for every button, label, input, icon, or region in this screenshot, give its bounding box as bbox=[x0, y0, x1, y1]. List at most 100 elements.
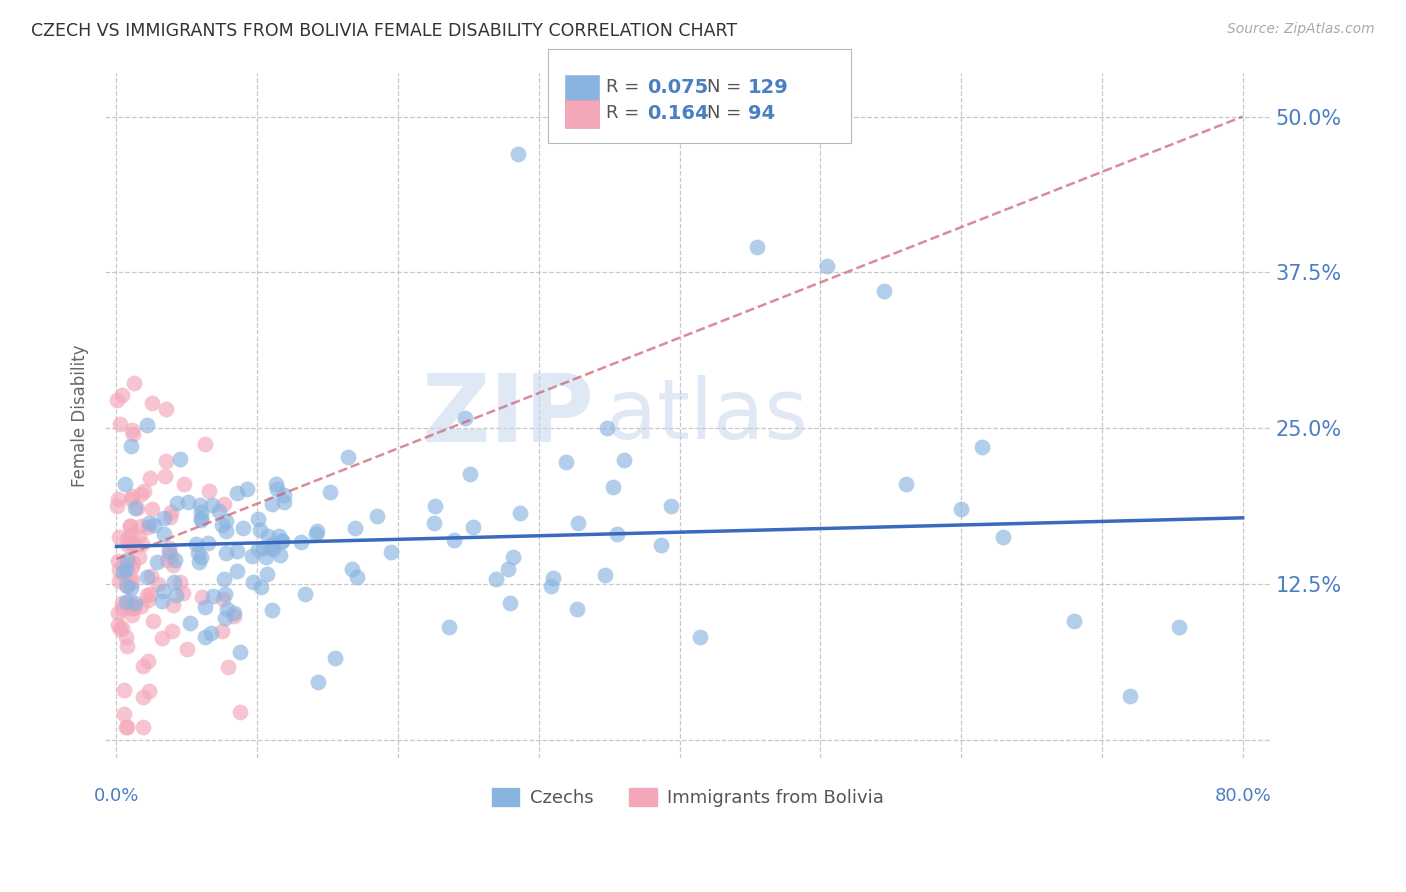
Point bbox=[115, 579, 138, 593]
Point bbox=[124, 595, 146, 609]
Text: 0.164: 0.164 bbox=[647, 103, 709, 123]
Point bbox=[166, 496, 188, 510]
Point bbox=[108, 530, 131, 544]
Point bbox=[540, 579, 562, 593]
Point bbox=[294, 586, 316, 600]
Point bbox=[650, 538, 672, 552]
Point bbox=[176, 642, 198, 657]
Point bbox=[122, 376, 145, 390]
Point bbox=[506, 147, 529, 161]
Point bbox=[485, 572, 508, 586]
Point bbox=[129, 487, 152, 501]
Point bbox=[121, 559, 143, 574]
Point bbox=[437, 620, 460, 634]
Point bbox=[290, 534, 312, 549]
Point bbox=[595, 568, 617, 582]
Point bbox=[173, 477, 195, 491]
Point bbox=[211, 518, 233, 533]
Point bbox=[105, 392, 128, 407]
Point bbox=[567, 516, 589, 531]
Point bbox=[498, 562, 520, 576]
Point bbox=[197, 483, 219, 498]
Point bbox=[1168, 620, 1191, 634]
Point bbox=[120, 528, 142, 542]
Point bbox=[270, 533, 292, 548]
Point bbox=[121, 423, 143, 437]
Point bbox=[689, 630, 711, 644]
Text: 129: 129 bbox=[748, 78, 789, 97]
Point bbox=[107, 554, 129, 568]
Point bbox=[214, 587, 236, 601]
Text: 94: 94 bbox=[748, 103, 775, 123]
Point bbox=[165, 553, 187, 567]
Point bbox=[114, 477, 136, 491]
Point bbox=[160, 505, 183, 519]
Point bbox=[107, 606, 129, 620]
Point bbox=[157, 541, 180, 555]
Text: atlas: atlas bbox=[606, 376, 808, 456]
Point bbox=[139, 569, 162, 583]
Point bbox=[115, 639, 138, 653]
Point bbox=[128, 549, 150, 564]
Point bbox=[118, 555, 141, 569]
Point bbox=[422, 516, 444, 531]
Point bbox=[602, 480, 624, 494]
Point bbox=[115, 578, 138, 592]
Point bbox=[215, 546, 238, 560]
Point bbox=[132, 484, 155, 499]
Point bbox=[247, 512, 270, 526]
Point bbox=[114, 630, 136, 644]
Point bbox=[266, 482, 288, 496]
Point bbox=[194, 600, 217, 615]
Point bbox=[120, 439, 142, 453]
Point bbox=[162, 598, 184, 612]
Point bbox=[873, 284, 896, 298]
Point bbox=[169, 575, 191, 590]
Point bbox=[150, 594, 173, 608]
Point bbox=[340, 561, 363, 575]
Point bbox=[153, 527, 176, 541]
Point bbox=[169, 452, 191, 467]
Point bbox=[112, 682, 135, 697]
Point bbox=[112, 707, 135, 722]
Point bbox=[105, 499, 128, 513]
Point bbox=[121, 575, 143, 590]
Point bbox=[146, 555, 169, 569]
Point bbox=[115, 720, 138, 734]
Point bbox=[567, 602, 589, 616]
Point bbox=[118, 594, 141, 608]
Point bbox=[187, 555, 209, 569]
Point bbox=[190, 505, 212, 519]
Point bbox=[108, 563, 131, 577]
Point bbox=[1119, 689, 1142, 703]
Point bbox=[201, 589, 224, 603]
Point bbox=[108, 622, 131, 636]
Point bbox=[165, 588, 187, 602]
Point bbox=[142, 614, 165, 628]
Point bbox=[121, 489, 143, 503]
Point bbox=[200, 626, 222, 640]
Point bbox=[260, 541, 283, 556]
Point bbox=[121, 571, 143, 585]
Point bbox=[214, 611, 236, 625]
Point bbox=[111, 602, 134, 616]
Point bbox=[122, 557, 145, 571]
Point bbox=[190, 549, 212, 564]
Point bbox=[177, 494, 200, 508]
Point bbox=[122, 538, 145, 552]
Point bbox=[162, 558, 184, 573]
Point bbox=[240, 549, 263, 563]
Point bbox=[502, 549, 524, 564]
Point bbox=[229, 645, 252, 659]
Text: N =: N = bbox=[707, 78, 747, 96]
Point bbox=[460, 467, 482, 481]
Point bbox=[215, 524, 238, 538]
Point bbox=[114, 569, 136, 583]
Point bbox=[107, 492, 129, 507]
Point bbox=[191, 591, 214, 605]
Point bbox=[159, 509, 181, 524]
Point bbox=[229, 705, 252, 719]
Point bbox=[111, 596, 134, 610]
Text: R =: R = bbox=[606, 78, 645, 96]
Point bbox=[152, 584, 174, 599]
